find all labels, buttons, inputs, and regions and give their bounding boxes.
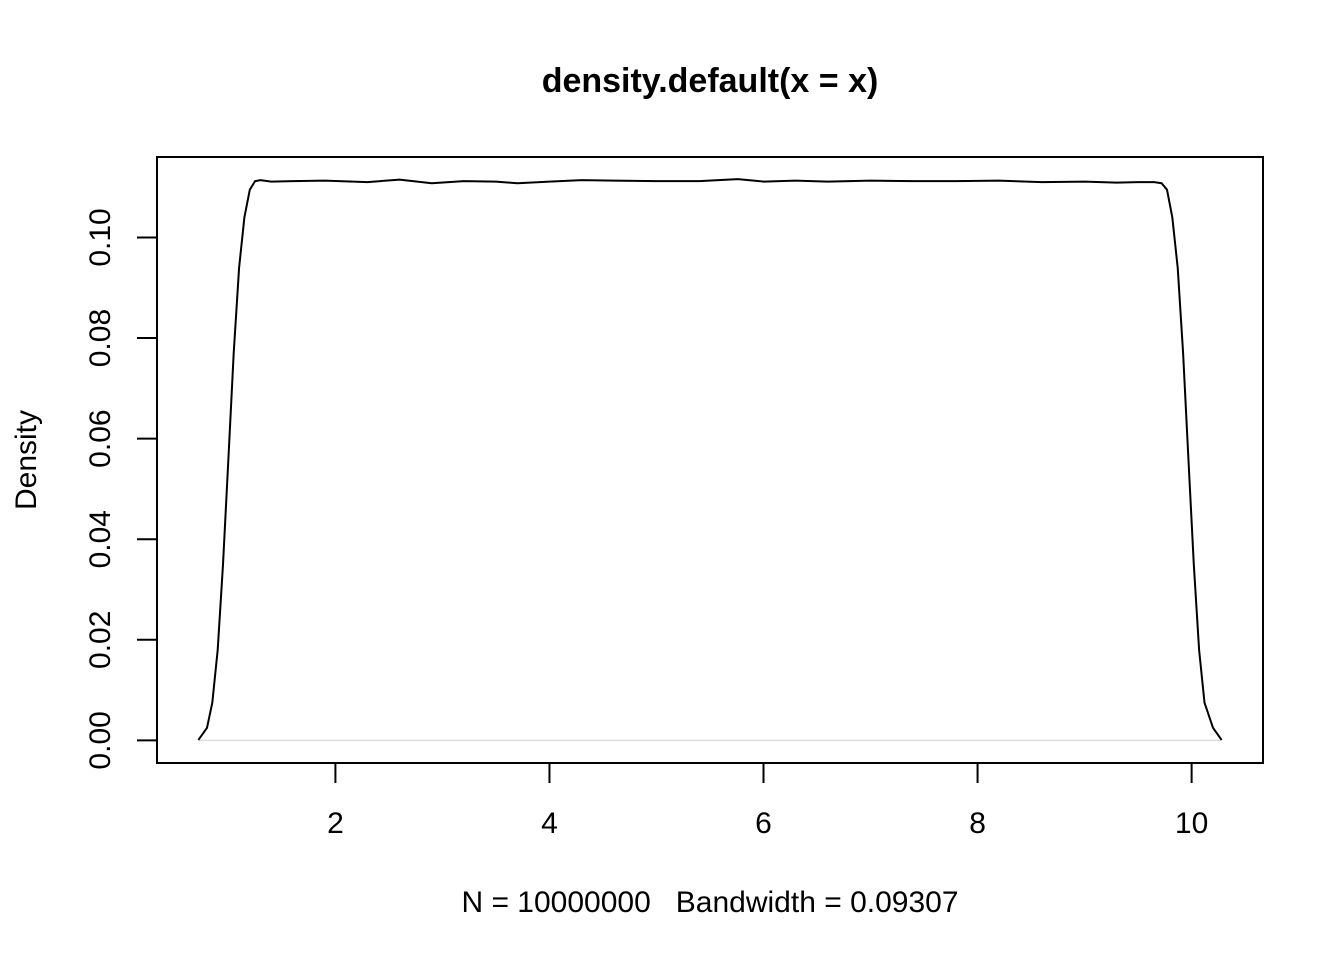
- x-tick-label: 2: [327, 807, 344, 840]
- y-tick-label: 0.06: [84, 409, 117, 467]
- y-tick-label: 0.04: [84, 510, 117, 568]
- plot-frame: [156, 156, 1264, 764]
- y-tick-label: 0.10: [84, 208, 117, 266]
- y-axis-label: Density: [10, 410, 43, 510]
- x-tick-label: 6: [755, 807, 772, 840]
- y-tick-label: 0.00: [84, 711, 117, 769]
- x-tick-label: 10: [1175, 807, 1208, 840]
- x-axis-label: N = 10000000 Bandwidth = 0.09307: [461, 886, 958, 919]
- y-axis: 0.00 0.02 0.04 0.06 0.08 0.10: [84, 208, 158, 770]
- x-axis: 2 4 6 8 10: [327, 762, 1208, 840]
- x-tick-label: 4: [541, 807, 558, 840]
- x-tick-label: 8: [969, 807, 986, 840]
- y-tick-label: 0.08: [84, 309, 117, 367]
- chart-title: density.default(x = x): [542, 62, 879, 100]
- density-curve: [197, 178, 1223, 741]
- y-tick-label: 0.02: [84, 611, 117, 669]
